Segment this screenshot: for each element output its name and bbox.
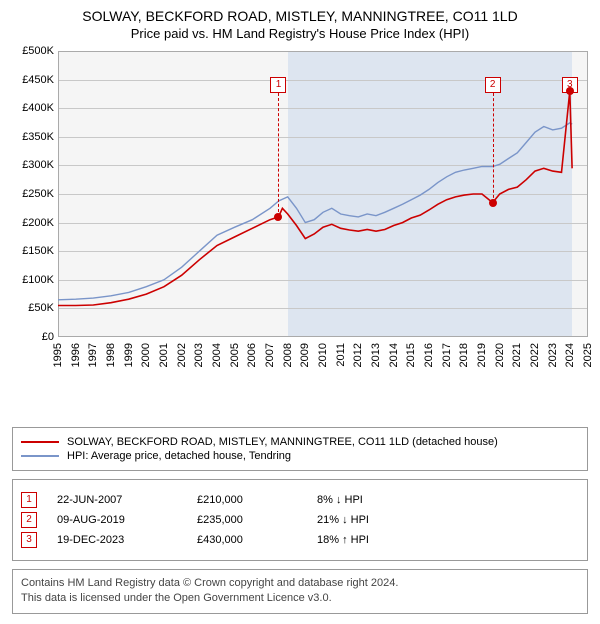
- x-tick-label: 2016: [423, 343, 435, 367]
- legend-label: HPI: Average price, detached house, Tend…: [67, 450, 291, 462]
- x-tick-label: 2002: [176, 343, 188, 367]
- sale-row-price: £430,000: [197, 534, 317, 546]
- x-tick-label: 2007: [264, 343, 276, 367]
- sales-box: 1 22-JUN-2007£210,0008% ↓ HPI 2 09-AUG-2019…: [12, 479, 588, 561]
- sale-row-price: £210,000: [197, 494, 317, 506]
- sale-row-pct-vs-hpi: 8% ↓ HPI: [317, 494, 437, 506]
- legend-swatch: [21, 455, 59, 457]
- x-tick-label: 2003: [193, 343, 205, 367]
- x-tick-label: 2018: [458, 343, 470, 367]
- sale-marker-box-2: 2: [485, 77, 501, 93]
- x-tick-label: 2017: [441, 343, 453, 367]
- x-tick-label: 2006: [246, 343, 258, 367]
- sale-row-date: 19-DEC-2023: [57, 534, 197, 546]
- x-tick-label: 1997: [87, 343, 99, 367]
- x-tick-label: 2005: [229, 343, 241, 367]
- x-tick-label: 2025: [582, 343, 594, 367]
- x-tick-label: 1995: [52, 343, 64, 367]
- x-tick-label: 2015: [405, 343, 417, 367]
- footer-box: Contains HM Land Registry data © Crown c…: [12, 569, 588, 614]
- sale-row: 1 22-JUN-2007£210,0008% ↓ HPI: [21, 492, 579, 508]
- x-tick-label: 2009: [299, 343, 311, 367]
- chart-title: SOLWAY, BECKFORD ROAD, MISTLEY, MANNINGT…: [12, 8, 588, 24]
- legend-swatch: [21, 441, 59, 443]
- sale-row-pct-vs-hpi: 18% ↑ HPI: [317, 534, 437, 546]
- sale-row-date: 22-JUN-2007: [57, 494, 197, 506]
- x-tick-label: 2013: [370, 343, 382, 367]
- x-tick-label: 2021: [511, 343, 523, 367]
- sale-marker-vline-1: [278, 93, 279, 217]
- x-tick-label: 2022: [529, 343, 541, 367]
- series-property_price: [58, 91, 572, 306]
- legend-label: SOLWAY, BECKFORD ROAD, MISTLEY, MANNINGT…: [67, 436, 498, 448]
- sale-row: 3 19-DEC-2023£430,00018% ↑ HPI: [21, 532, 579, 548]
- sale-marker-dot-2: [489, 199, 497, 207]
- x-tick-label: 2010: [317, 343, 329, 367]
- chart-subtitle: Price paid vs. HM Land Registry's House …: [12, 26, 588, 41]
- sale-row-marker: 3: [21, 532, 37, 548]
- x-tick-label: 2024: [564, 343, 576, 367]
- sale-row-date: 09-AUG-2019: [57, 514, 197, 526]
- sale-marker-dot-3: [566, 87, 574, 95]
- chart-area: £0£50K£100K£150K£200K£250K£300K£350K£400…: [12, 51, 588, 381]
- x-tick-label: 2019: [476, 343, 488, 367]
- sale-row: 2 09-AUG-2019£235,00021% ↓ HPI: [21, 512, 579, 528]
- x-tick-label: 1999: [123, 343, 135, 367]
- x-tick-label: 2014: [388, 343, 400, 367]
- legend-box: SOLWAY, BECKFORD ROAD, MISTLEY, MANNINGT…: [12, 427, 588, 471]
- x-tick-label: 2020: [494, 343, 506, 367]
- x-tick-label: 1996: [70, 343, 82, 367]
- footer-line-1: Contains HM Land Registry data © Crown c…: [21, 576, 579, 591]
- chart-container: SOLWAY, BECKFORD ROAD, MISTLEY, MANNINGT…: [0, 0, 600, 624]
- legend-row: SOLWAY, BECKFORD ROAD, MISTLEY, MANNINGT…: [21, 436, 579, 448]
- series-svg: [12, 51, 588, 337]
- sale-marker-dot-1: [274, 213, 282, 221]
- sale-row-marker: 2: [21, 512, 37, 528]
- x-tick-label: 2001: [158, 343, 170, 367]
- footer-line-2: This data is licensed under the Open Gov…: [21, 591, 579, 606]
- x-tick-label: 2011: [335, 343, 347, 367]
- x-tick-label: 2004: [211, 343, 223, 367]
- x-tick-label: 2000: [140, 343, 152, 367]
- x-tick-label: 2008: [282, 343, 294, 367]
- x-tick-label: 2012: [352, 343, 364, 367]
- sale-row-price: £235,000: [197, 514, 317, 526]
- sale-marker-vline-2: [493, 93, 494, 203]
- sale-row-pct-vs-hpi: 21% ↓ HPI: [317, 514, 437, 526]
- sale-row-marker: 1: [21, 492, 37, 508]
- x-tick-label: 1998: [105, 343, 117, 367]
- legend-row: HPI: Average price, detached house, Tend…: [21, 450, 579, 462]
- sale-marker-box-1: 1: [270, 77, 286, 93]
- x-tick-label: 2023: [547, 343, 559, 367]
- series-hpi: [58, 123, 572, 300]
